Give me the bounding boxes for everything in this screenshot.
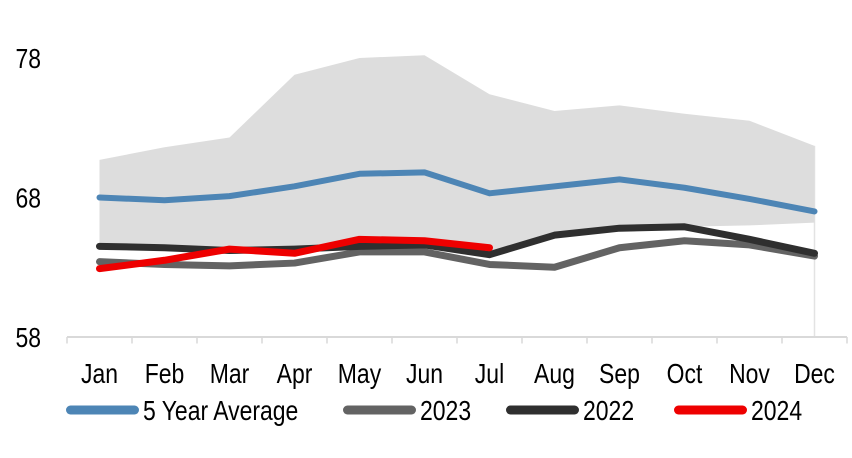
legend-label: 2022	[583, 395, 634, 426]
legend-label: 2024	[751, 395, 802, 426]
legend-label: 5 Year Average	[143, 395, 298, 426]
series-line-2024	[96, 235, 493, 273]
legend-swatch-2024	[674, 405, 747, 415]
x-axis-tick-label: Jun	[406, 358, 443, 389]
y-axis-tick-label: 58	[16, 322, 42, 353]
y-axis-tick-label: 68	[16, 183, 42, 214]
legend-swatch-2023	[343, 405, 416, 415]
legend-swatch-2022	[506, 405, 579, 415]
x-axis-tick-label: Dec	[794, 358, 835, 389]
x-axis-tick-label: Mar	[210, 358, 250, 389]
x-axis-tick-label: Oct	[667, 358, 703, 389]
legend-label: 2023	[420, 395, 471, 426]
x-axis-tick-label: Sep	[599, 358, 640, 389]
five-year-range-band	[99, 55, 815, 255]
x-axis-tick-label: Nov	[729, 358, 770, 389]
x-axis-tick-label: Jul	[475, 358, 504, 389]
x-axis-tick-label: Apr	[277, 358, 313, 389]
x-axis-tick-label: Aug	[534, 358, 575, 389]
x-axis-tick-label: Jan	[81, 358, 118, 389]
y-axis-tick-label: 78	[16, 43, 42, 74]
series-line-2023	[96, 237, 818, 271]
series-line-5-year-average	[96, 169, 818, 215]
legend-swatch-5-year-average	[66, 405, 139, 415]
x-axis-tick-label: May	[338, 358, 381, 389]
x-axis-tick-label: Feb	[145, 358, 185, 389]
